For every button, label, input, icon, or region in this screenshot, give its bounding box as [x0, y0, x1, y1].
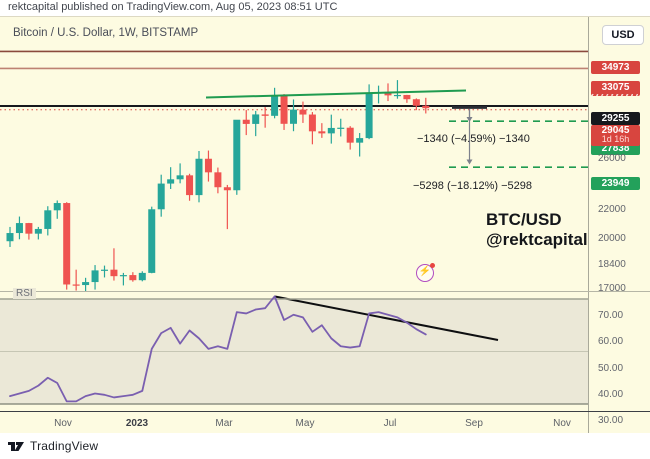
candle-body: [393, 94, 401, 97]
watermark-symbol: BTC/USD: [486, 210, 562, 229]
candle-body: [157, 183, 165, 210]
candle-body: [119, 275, 127, 277]
time-label-2023: 2023: [125, 418, 149, 429]
candle-body: [91, 270, 99, 283]
candle-body: [271, 95, 279, 116]
rsi-line: [9, 295, 427, 403]
candle-body: [346, 127, 354, 143]
pane-separator[interactable]: [0, 291, 650, 292]
candle-body: [186, 175, 194, 196]
attribution-bar: rektcapital published on TradingView.com…: [0, 0, 650, 16]
candle-body: [252, 114, 260, 124]
currency-toggle-button[interactable]: USD: [602, 25, 644, 45]
candle-body: [365, 92, 373, 139]
candle-body: [290, 109, 297, 124]
time-label-Jul: Jul: [383, 418, 397, 429]
candle-body: [176, 175, 184, 180]
candle-body: [129, 275, 137, 281]
measure-label-1: −1340 (−4.59%) −1340: [417, 133, 530, 145]
rsi-tick-50.00: 50.00: [598, 362, 624, 374]
trendline-rsi[interactable]: [274, 295, 499, 341]
rsi-pane-title: RSI: [13, 288, 36, 299]
lightning-icon: ⚡: [418, 266, 432, 277]
candle-body: [72, 284, 80, 286]
candle-body: [214, 172, 222, 188]
candle-body: [233, 119, 241, 191]
rsi-tick-30.00: 30.00: [598, 415, 624, 426]
candle-body: [422, 105, 430, 109]
price-label-23949: 23949: [591, 176, 640, 190]
candle-body: [223, 187, 231, 191]
rsi-tick-60.00: 60.00: [598, 336, 624, 348]
current-price-label: 29045 1d 16h: [591, 125, 640, 147]
notification-dot: [430, 263, 435, 268]
tradingview-brand-text[interactable]: TradingView: [30, 439, 99, 453]
price-label-29255: 29255: [591, 111, 640, 125]
candle-body: [6, 233, 14, 242]
candle-body: [299, 109, 307, 115]
candle-body: [356, 138, 364, 143]
rsi-tick-70.00: 70.00: [598, 310, 624, 321]
price-label-33075: 33075: [591, 80, 640, 94]
watermark: BTC/USD @rektcapital: [486, 210, 588, 249]
rsi-tick-40.00: 40.00: [598, 388, 624, 400]
candle-body: [318, 131, 326, 134]
candle-body: [280, 95, 288, 124]
tradingview-logo-icon[interactable]: [8, 440, 28, 453]
candle-body: [412, 99, 420, 106]
candle-body: [110, 269, 118, 277]
time-axis-separator: [0, 411, 650, 412]
symbol-title: Bitcoin / U.S. Dollar, 1W, BITSTAMP: [13, 27, 199, 39]
candle-body: [82, 282, 90, 286]
time-label-Sep: Sep: [465, 418, 483, 429]
candle-body: [327, 127, 335, 134]
candle-body: [15, 223, 23, 234]
candle-body: [195, 158, 203, 196]
candle-body: [44, 210, 52, 229]
attribution-text: rektcapital published on TradingView.com…: [8, 1, 338, 13]
candle-body: [25, 223, 33, 234]
price-tick-26000: 26000: [598, 153, 626, 165]
candle-body: [34, 228, 42, 234]
price-tick-22000: 22000: [598, 204, 626, 216]
chart-canvas: [0, 50, 588, 405]
candle-body: [384, 92, 392, 96]
price-tick-17000: 17000: [598, 283, 626, 294]
watermark-author: @rektcapital: [486, 229, 588, 249]
candle-body: [204, 158, 212, 173]
candle-body: [261, 114, 269, 116]
candle-body: [63, 203, 71, 285]
footer-bar: TradingView: [0, 433, 650, 459]
time-label-Nov: Nov: [54, 418, 72, 429]
chart-area: Bitcoin / U.S. Dollar, 1W, BITSTAMP USD …: [0, 16, 650, 434]
candle-body: [167, 179, 175, 184]
current-price-value: 29045: [601, 125, 630, 137]
trendline-price[interactable]: [205, 89, 467, 99]
candle-body: [337, 127, 345, 129]
price-tick-18400: 18400: [598, 258, 626, 270]
price-label-34973: 34973: [591, 60, 640, 74]
time-label-Mar: Mar: [215, 418, 233, 429]
measure-label-2: −5298 (−18.12%) −5298: [413, 180, 532, 192]
time-label-May: May: [295, 418, 315, 429]
measure-arrow-head: [466, 159, 473, 165]
candle-body: [242, 119, 250, 124]
candle-body: [101, 269, 108, 271]
rsi-pane: [0, 295, 588, 405]
price-pane: [0, 50, 588, 292]
candle-body: [53, 203, 61, 211]
candle-body: [403, 94, 411, 100]
price-tick-20000: 20000: [598, 233, 626, 245]
bar-countdown: 1d 16h: [601, 134, 630, 145]
candle-body: [138, 272, 146, 281]
flash-badge-icon[interactable]: ⚡: [416, 263, 435, 282]
time-label-Nov: Nov: [553, 418, 571, 429]
candle-body: [148, 209, 156, 273]
price-axis-line: [588, 17, 589, 434]
candle-body: [308, 114, 316, 132]
